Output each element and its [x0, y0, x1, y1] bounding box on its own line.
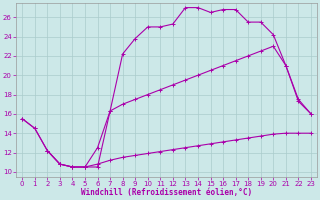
X-axis label: Windchill (Refroidissement éolien,°C): Windchill (Refroidissement éolien,°C) — [81, 188, 252, 197]
